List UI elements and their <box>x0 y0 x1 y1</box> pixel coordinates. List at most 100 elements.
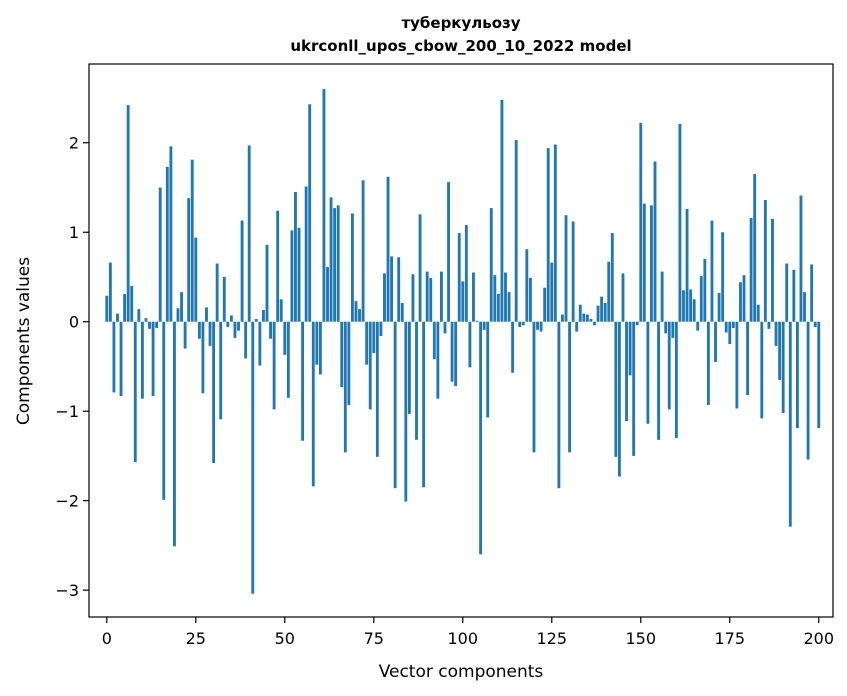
bar-component-94 <box>440 271 443 322</box>
x-tick-label: 150 <box>625 629 656 648</box>
bar-component-54 <box>297 227 301 322</box>
bar-component-60 <box>318 321 322 375</box>
bar-component-0 <box>105 295 109 322</box>
bar-component-142 <box>610 233 614 322</box>
bar-component-100 <box>461 281 465 322</box>
bar-component-143 <box>614 321 618 457</box>
chart-subtitle: ukrconll_upos_cbow_200_10_2022 model <box>290 37 631 55</box>
bar-component-13 <box>151 321 155 396</box>
bar-component-64 <box>333 208 337 322</box>
bar-component-50 <box>283 321 287 355</box>
bar-component-9 <box>137 309 141 322</box>
bar-component-193 <box>792 269 796 322</box>
bar-component-189 <box>778 321 782 380</box>
bar-component-81 <box>393 321 397 489</box>
bar-component-23 <box>187 198 191 322</box>
y-axis-ticks: −3 −2 −1 0 1 2 <box>55 134 89 600</box>
bar-component-32 <box>219 321 223 420</box>
bar-component-20 <box>176 308 180 322</box>
bar-component-191 <box>785 263 789 322</box>
bar-component-51 <box>286 321 290 398</box>
bar-component-78 <box>383 273 386 322</box>
bar-component-1 <box>108 262 112 322</box>
bar-component-29 <box>208 321 212 346</box>
bar-component-7 <box>130 285 134 322</box>
x-tick-label: 175 <box>714 629 745 648</box>
bar-component-93 <box>436 321 440 399</box>
bar-component-2 <box>112 321 116 393</box>
bar-component-108 <box>489 208 493 322</box>
bar-component-123 <box>543 287 547 322</box>
bar-component-8 <box>133 321 137 463</box>
bar-component-117 <box>521 321 525 326</box>
bar-component-42 <box>254 319 258 322</box>
bar-component-153 <box>650 205 653 322</box>
bar-component-168 <box>703 259 707 322</box>
bar-component-132 <box>575 321 579 332</box>
bar-component-62 <box>326 267 329 322</box>
bar-component-84 <box>404 321 408 502</box>
bar-component-119 <box>528 277 532 322</box>
bar-component-101 <box>464 225 468 322</box>
bar-component-30 <box>212 321 216 464</box>
bar-component-92 <box>432 321 436 360</box>
y-tick-label: 0 <box>69 313 79 332</box>
bar-component-3 <box>116 313 119 322</box>
bar-component-75 <box>372 321 376 354</box>
bar-component-73 <box>365 321 369 365</box>
bar-component-46 <box>269 321 272 339</box>
bar-component-70 <box>354 301 358 322</box>
bar-component-188 <box>774 321 778 346</box>
bar-component-116 <box>518 321 522 328</box>
bar-component-17 <box>165 166 169 322</box>
bar-component-197 <box>806 321 810 460</box>
bar-component-85 <box>407 321 411 414</box>
bar-component-19 <box>173 321 176 547</box>
bar-component-185 <box>763 200 767 322</box>
bar-component-6 <box>126 105 130 322</box>
bar-component-12 <box>148 321 151 329</box>
bar-component-140 <box>603 302 607 322</box>
bar-component-28 <box>205 307 208 322</box>
bar-component-95 <box>443 321 447 334</box>
bar-component-134 <box>582 313 586 322</box>
bar-component-59 <box>315 321 319 365</box>
bar-component-130 <box>568 321 571 453</box>
bar-component-115 <box>514 140 518 322</box>
bar-component-79 <box>386 176 390 322</box>
bar-component-37 <box>237 321 240 331</box>
bar-component-186 <box>767 321 771 329</box>
bar-component-147 <box>628 321 632 376</box>
bar-component-161 <box>678 123 682 322</box>
bar-component-166 <box>696 321 700 331</box>
bar-component-90 <box>425 271 429 322</box>
bar-component-200 <box>817 321 821 429</box>
bar-component-111 <box>500 99 504 322</box>
bar-component-194 <box>795 321 799 429</box>
bar-component-127 <box>557 321 561 489</box>
bar-component-177 <box>735 321 739 409</box>
bar-component-150 <box>639 123 643 322</box>
bar-component-141 <box>607 261 611 322</box>
bar-component-26 <box>197 321 201 339</box>
bar-component-40 <box>247 145 251 322</box>
bar-component-129 <box>564 215 568 322</box>
bar-component-110 <box>496 293 500 322</box>
x-tick-label: 50 <box>275 629 295 648</box>
bar-component-175 <box>728 321 732 345</box>
bar-component-63 <box>329 197 333 322</box>
bar-component-122 <box>539 321 543 332</box>
plot-frame <box>88 63 834 618</box>
bar-component-176 <box>731 321 735 328</box>
bar-component-16 <box>162 321 166 500</box>
bar-component-146 <box>625 321 628 422</box>
chart-title: туберкульозу <box>401 14 520 32</box>
bar-component-152 <box>646 321 650 424</box>
bar-component-82 <box>397 257 401 322</box>
bar-component-91 <box>429 277 433 322</box>
bar-component-157 <box>664 321 668 334</box>
bar-component-163 <box>685 208 689 322</box>
bar-component-107 <box>486 321 490 418</box>
bar-component-88 <box>418 214 422 322</box>
bar-component-98 <box>454 321 458 387</box>
